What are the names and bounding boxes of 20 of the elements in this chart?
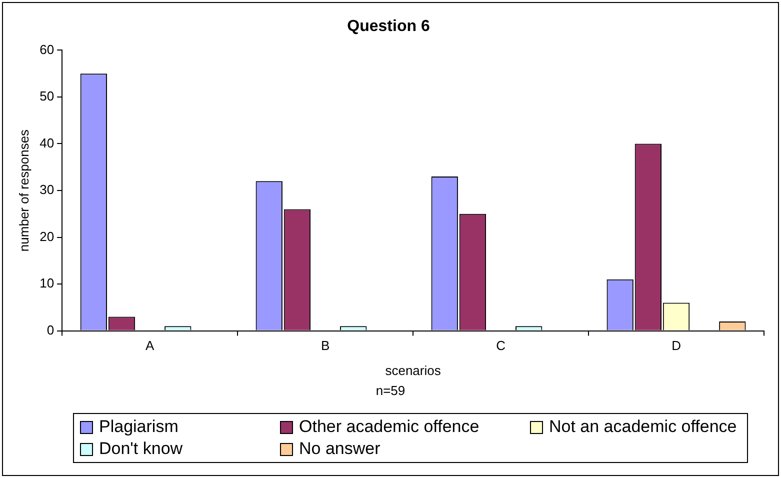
y-tick-label: 0 — [46, 322, 54, 338]
y-tick-label: 10 — [40, 276, 54, 291]
x-tick-label: A — [145, 338, 154, 354]
legend-label: No answer — [299, 439, 380, 459]
y-axis-title: number of responses — [16, 128, 32, 252]
x-tick-label: C — [496, 338, 506, 354]
y-tick-label: 40 — [40, 135, 54, 150]
y-tick-label: 20 — [40, 228, 54, 244]
x-tick-label: D — [672, 338, 681, 354]
x-axis-title: scenarios — [385, 362, 442, 378]
y-tick-label: 30 — [40, 182, 54, 198]
legend-label: Other academic offence — [299, 417, 480, 437]
legend-label: Plagiarism — [99, 417, 178, 437]
text: n=59 — [374, 383, 406, 398]
y-tick-label: 50 — [40, 88, 54, 104]
legend-label: Don't know — [99, 439, 183, 459]
x-tick-label: B — [320, 338, 330, 354]
y-tick-label: 60 — [40, 42, 54, 57]
chart-title: Question 6 — [347, 18, 430, 36]
legend-label: Not an academic offence — [549, 417, 737, 437]
